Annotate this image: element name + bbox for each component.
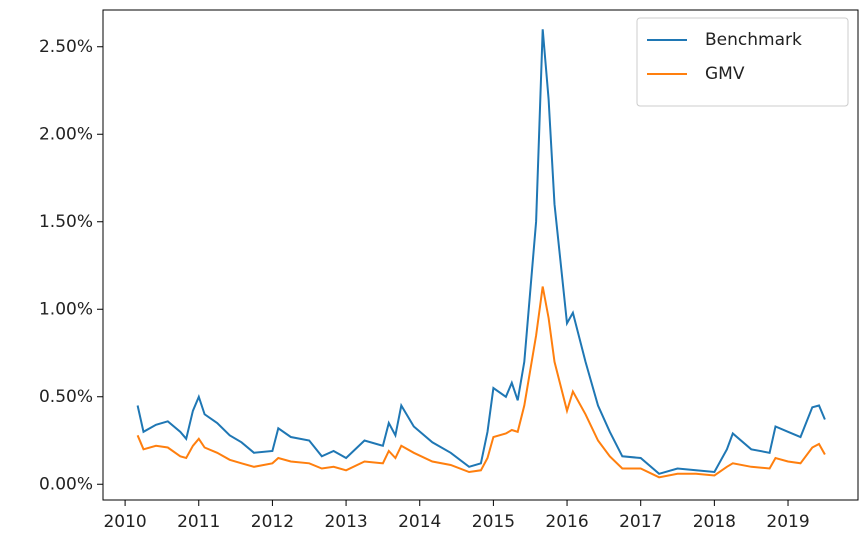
x-tick-label: 2011 (177, 512, 220, 532)
x-tick-label: 2018 (693, 512, 736, 532)
x-tick-label: 2010 (103, 512, 146, 532)
x-tick-label: 2013 (324, 512, 367, 532)
x-tick-label: 2012 (251, 512, 294, 532)
series-line (136, 286, 826, 479)
y-tick-label: 2.50% (39, 37, 93, 57)
series-line (136, 29, 826, 475)
legend-box (636, 17, 849, 107)
x-tick-label: 2016 (545, 512, 588, 532)
y-tick-label: 1.50% (39, 212, 93, 232)
x-tick-label: 2019 (766, 512, 809, 532)
y-tick-label: 0.50% (39, 387, 93, 407)
y-tick-label: 1.00% (39, 299, 93, 319)
legend-label: GMV (705, 64, 745, 84)
y-tick-label: 2.00% (39, 124, 93, 144)
y-tick-label: 0.00% (39, 474, 93, 494)
x-tick-label: 2014 (398, 512, 441, 532)
x-tick-label: 2015 (472, 512, 515, 532)
legend-label: Benchmark (705, 30, 802, 50)
x-tick-label: 2017 (619, 512, 662, 532)
plot-frame (102, 9, 859, 501)
